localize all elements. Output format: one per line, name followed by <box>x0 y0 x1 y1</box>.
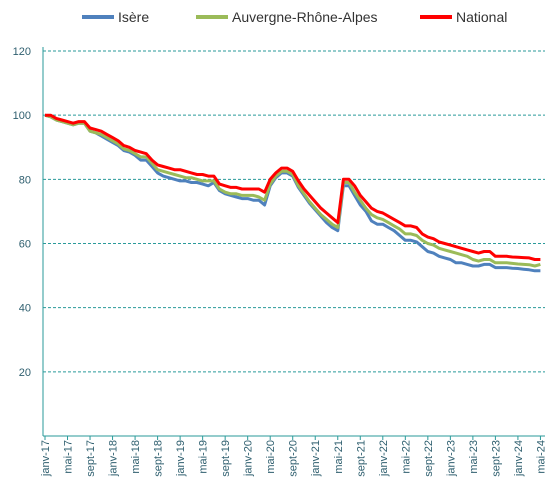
x-tick-label: sept-21 <box>355 440 367 477</box>
legend-label: National <box>456 9 507 25</box>
y-tick-label: 20 <box>19 367 31 379</box>
y-tick-label: 120 <box>13 46 31 58</box>
x-tick-label: janv-22 <box>378 440 390 477</box>
legend-label: Isère <box>118 9 149 25</box>
series-line <box>45 113 541 261</box>
y-tick-label: 60 <box>19 239 31 251</box>
legend-label: Auvergne-Rhône-Alpes <box>232 9 378 25</box>
series-line <box>44 113 541 268</box>
x-tick-label: mai-18 <box>130 440 142 474</box>
x-tick-label: sept-18 <box>153 440 165 477</box>
x-tick-label: mai-17 <box>63 440 75 474</box>
x-tick-label: janv-17 <box>40 440 52 477</box>
x-tick-label: mai-20 <box>265 440 277 474</box>
x-tick-label: janv-18 <box>108 440 120 477</box>
y-tick-label: 80 <box>19 174 31 186</box>
x-tick-label: mai-22 <box>400 440 412 474</box>
x-tick-label: mai-21 <box>333 440 345 474</box>
x-tick-label: sept-22 <box>423 440 435 477</box>
x-tick-label: janv-21 <box>310 440 322 477</box>
x-tick-label: mai-23 <box>468 440 480 474</box>
x-tick-label: sept-17 <box>85 440 97 477</box>
x-tick-label: sept-23 <box>490 440 502 477</box>
x-tick-label: sept-19 <box>220 440 232 477</box>
x-tick-label: janv-20 <box>243 440 255 477</box>
x-tick-label: janv-19 <box>175 440 187 477</box>
y-tick-label: 100 <box>13 110 31 122</box>
x-tick-label: mai-24 <box>535 440 545 474</box>
x-tick-label: sept-20 <box>288 440 300 477</box>
y-tick-label: 40 <box>19 303 31 315</box>
series-line <box>44 113 541 273</box>
x-tick-label: mai-19 <box>198 440 210 474</box>
x-tick-label: janv-24 <box>513 440 525 477</box>
x-tick-label: janv-23 <box>445 440 457 477</box>
